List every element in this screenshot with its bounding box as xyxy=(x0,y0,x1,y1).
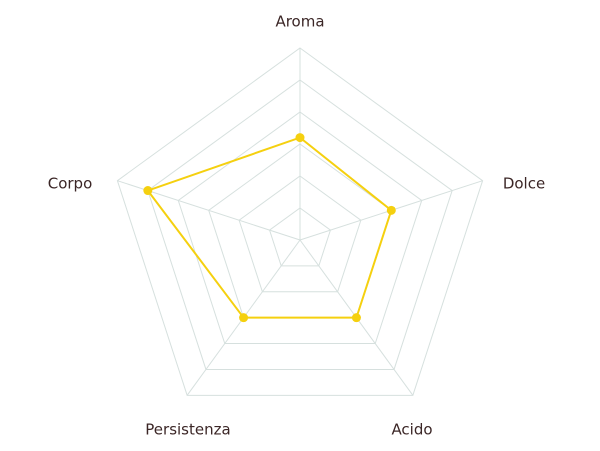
axis-label: Aroma xyxy=(275,13,324,31)
grid-ring xyxy=(116,47,484,396)
data-point xyxy=(239,313,249,323)
data-point xyxy=(386,205,396,215)
data-point xyxy=(143,186,153,196)
grid-ring xyxy=(147,79,453,370)
data-point xyxy=(351,313,361,323)
grid-ring xyxy=(238,175,362,293)
axis-label: Corpo xyxy=(48,175,93,193)
series-line xyxy=(146,136,393,319)
axis-label: Persistenza xyxy=(145,421,230,439)
data-point xyxy=(295,133,305,143)
grid-ring xyxy=(177,111,423,345)
grid-ring xyxy=(268,207,332,267)
axis-label: Acido xyxy=(391,421,432,439)
axis-label: Dolce xyxy=(503,175,545,193)
